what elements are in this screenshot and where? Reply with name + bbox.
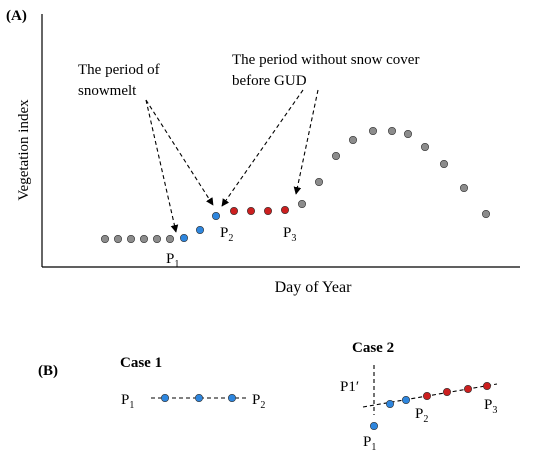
label-p3: P3 xyxy=(283,225,296,244)
case1-point-blue xyxy=(195,393,204,402)
point-red xyxy=(280,206,289,215)
point-gray xyxy=(153,235,162,244)
case2-fit-dashed-line xyxy=(362,383,498,408)
point-gray xyxy=(368,127,377,136)
point-gray xyxy=(314,178,323,187)
panel-a-label: (A) xyxy=(6,8,27,24)
point-blue xyxy=(212,212,221,221)
case1-title: Case 1 xyxy=(120,355,162,371)
case1-point-blue xyxy=(161,393,170,402)
annotation-no-snow-line2: before GUD xyxy=(232,73,307,89)
y-axis-label: Vegetation index xyxy=(16,99,32,201)
case2-label-p1: P1 xyxy=(363,434,376,453)
x-axis-label: Day of Year xyxy=(275,279,353,296)
point-gray xyxy=(420,143,429,152)
case2-point-blue xyxy=(369,421,378,430)
label-p1: P1 xyxy=(166,251,179,270)
point-gray xyxy=(140,235,149,244)
point-gray xyxy=(166,235,175,244)
point-gray xyxy=(481,210,490,219)
point-gray xyxy=(114,235,123,244)
case2-point-red xyxy=(463,384,472,393)
point-gray xyxy=(297,200,306,209)
case1-label-p2: P2 xyxy=(252,392,265,411)
point-gray xyxy=(403,130,412,139)
point-gray xyxy=(459,184,468,193)
case2-point-red xyxy=(442,387,451,396)
arrow-snowmelt-to-p2 xyxy=(145,99,214,206)
point-gray xyxy=(101,235,110,244)
annotation-snowmelt-line1: The period of xyxy=(78,62,160,78)
point-gray xyxy=(127,235,136,244)
annotation-no-snow-line1: The period without snow cover xyxy=(232,52,419,68)
point-gray xyxy=(331,152,340,161)
point-red xyxy=(230,207,239,216)
point-blue xyxy=(180,234,189,243)
arrow-no-snow-to-p2 xyxy=(221,89,304,207)
case2-point-blue xyxy=(401,395,410,404)
annotation-snowmelt-line2: snowmelt xyxy=(78,83,137,99)
arrow-snowmelt-to-p1 xyxy=(145,99,179,233)
case1-label-p1: P1 xyxy=(121,392,134,411)
point-gray xyxy=(348,136,357,145)
panel-b-label: (B) xyxy=(38,363,58,379)
case2-label-p1-prime: P1′ xyxy=(340,379,359,395)
case2-title: Case 2 xyxy=(352,340,394,356)
case2-label-p2: P2 xyxy=(415,406,428,425)
series-points xyxy=(101,127,490,244)
point-red xyxy=(247,207,256,216)
case1-point-blue xyxy=(228,393,237,402)
point-blue xyxy=(196,226,205,235)
point-gray xyxy=(439,160,448,169)
label-p2: P2 xyxy=(220,225,233,244)
point-red xyxy=(263,207,272,216)
case2-label-p3: P3 xyxy=(484,397,497,416)
case2-point-red xyxy=(422,391,431,400)
case2-point-blue xyxy=(385,399,394,408)
annotation-arrows xyxy=(145,89,319,233)
point-gray xyxy=(387,127,396,136)
arrow-no-snow-to-p3 xyxy=(293,89,319,195)
case2-point-red xyxy=(482,381,491,390)
